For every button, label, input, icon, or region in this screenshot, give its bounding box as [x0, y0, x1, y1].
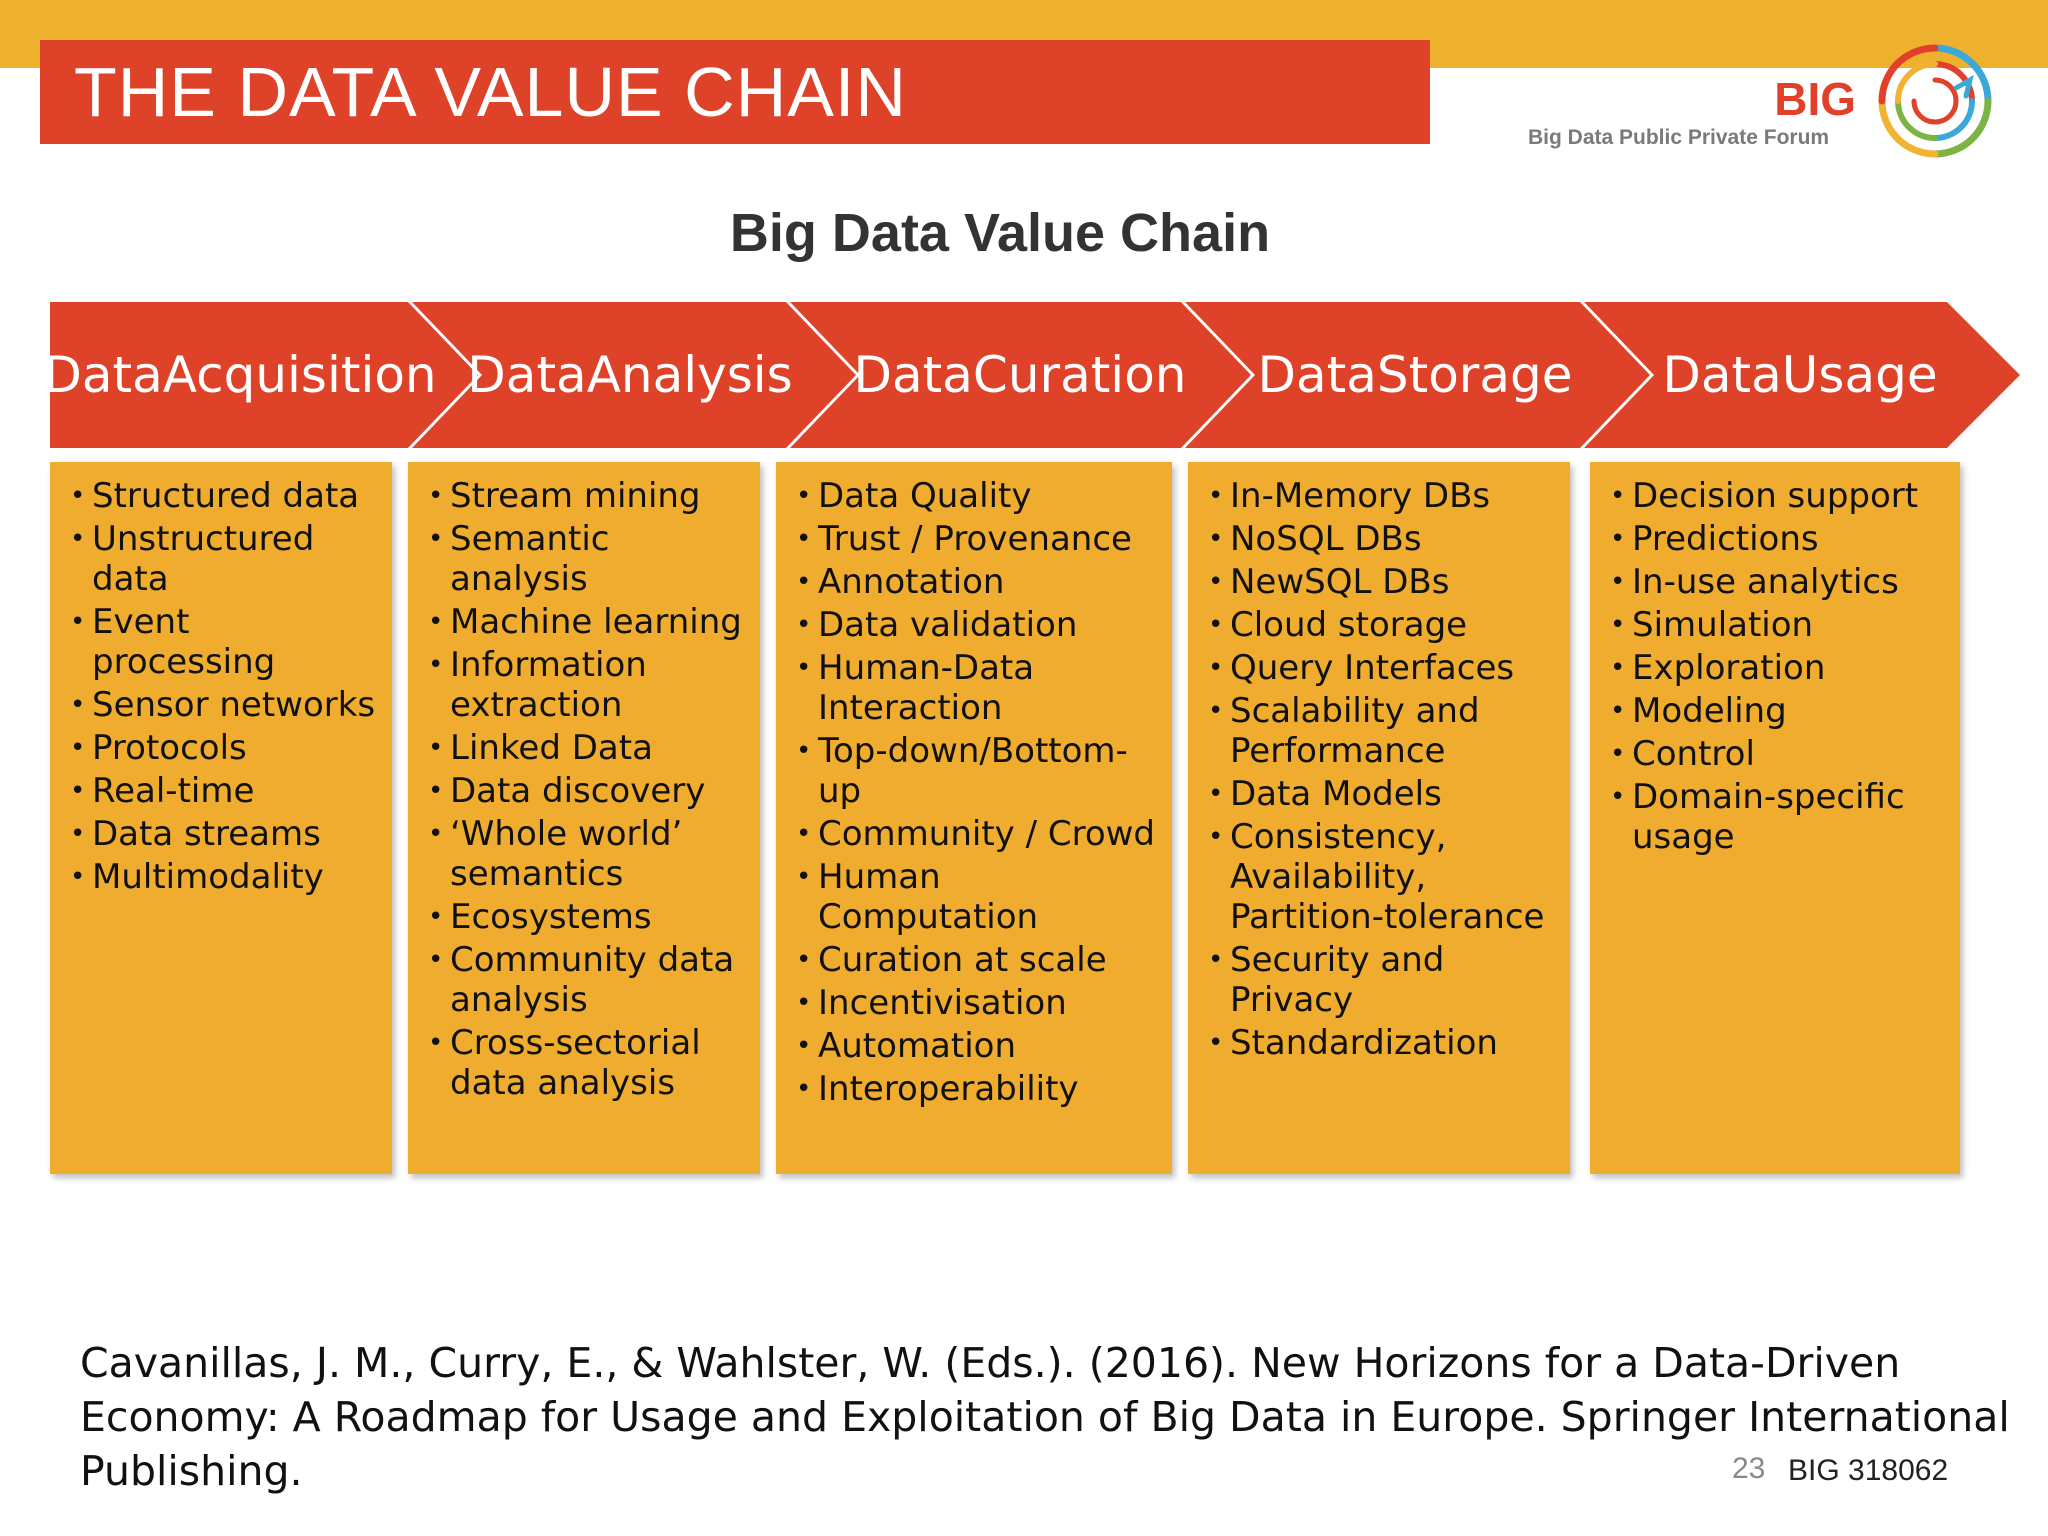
list-item: Unstructured data: [70, 519, 382, 599]
page-number: 23: [1732, 1452, 1766, 1485]
list-item: Community data analysis: [428, 940, 750, 1020]
list-item: Data validation: [796, 605, 1162, 645]
stage-box-curation: Data Quality Trust / Provenance Annotati…: [776, 462, 1172, 1174]
list-item: Cloud storage: [1208, 605, 1560, 645]
chevron-data-curation: [790, 302, 1251, 448]
list-item: Semantic analysis: [428, 519, 750, 599]
chevron-data-usage: [1584, 302, 2020, 448]
stage-box-acquisition: Structured data Unstructured data Event …: [50, 462, 392, 1174]
list-item: Protocols: [70, 728, 382, 768]
list-item: Cross-sectorial data analysis: [428, 1023, 750, 1103]
list-item: Sensor networks: [70, 685, 382, 725]
list-item: Stream mining: [428, 476, 750, 516]
list-item: Top-down/Bottom-up: [796, 731, 1162, 811]
list-item: Data Models: [1208, 774, 1560, 814]
list-item: Predictions: [1610, 519, 1950, 559]
stage-label-storage: Data Storage: [1257, 346, 1573, 404]
list-item: Multimodality: [70, 857, 382, 897]
list-item: Security and Privacy: [1208, 940, 1560, 1020]
stage-label-usage: Data Usage: [1662, 346, 1938, 404]
list-item: Modeling: [1610, 691, 1950, 731]
citation: Cavanillas, J. M., Curry, E., & Wahlster…: [80, 1339, 2010, 1495]
list-item: In-use analytics: [1610, 562, 1950, 602]
chevron-data-acquisition: [50, 302, 478, 448]
list-item: Information extraction: [428, 645, 750, 725]
slide-title: THE DATA VALUE CHAIN: [74, 53, 907, 131]
list-item: NoSQL DBs: [1208, 519, 1560, 559]
stage-label-curation: Data Curation: [853, 346, 1187, 404]
list-item: Data streams: [70, 814, 382, 854]
list-item: Interoperability: [796, 1069, 1162, 1109]
list-item: NewSQL DBs: [1208, 562, 1560, 602]
list-item: Event processing: [70, 602, 382, 682]
chevron-data-analysis: [412, 302, 856, 448]
stage-box-analysis: Stream mining Semantic analysis Machine …: [408, 462, 760, 1174]
list-item: Ecosystems: [428, 897, 750, 937]
list-item: Standardization: [1208, 1023, 1560, 1063]
list-item: Data discovery: [428, 771, 750, 811]
stage-label-acquisition: Data Acquisition: [43, 346, 437, 404]
list-item: Simulation: [1610, 605, 1950, 645]
list-item: ‘Whole world’ semantics: [428, 814, 750, 894]
stage-box-usage: Decision support Predictions In-use anal…: [1590, 462, 1960, 1174]
list-item: Human-Data Interaction: [796, 648, 1162, 728]
value-chain-arrows: [50, 302, 2020, 448]
list-item: Decision support: [1610, 476, 1950, 516]
title-bar: [40, 40, 1430, 144]
logo-subtitle: Big Data Public Private Forum: [1528, 126, 1830, 149]
list-item: Exploration: [1610, 648, 1950, 688]
list-item: Automation: [796, 1026, 1162, 1066]
stage-box-storage: In-Memory DBs NoSQL DBs NewSQL DBs Cloud…: [1188, 462, 1570, 1174]
list-item: Machine learning: [428, 602, 750, 642]
list-item: Domain-specific usage: [1610, 777, 1950, 857]
list-item: Control: [1610, 734, 1950, 774]
list-item: Curation at scale: [796, 940, 1162, 980]
list-item: Annotation: [796, 562, 1162, 602]
chevron-data-storage: [1185, 302, 1650, 448]
list-item: Human Computation: [796, 857, 1162, 937]
stage-label-analysis: Data Analysis: [467, 346, 793, 404]
list-item: Linked Data: [428, 728, 750, 768]
project-id: BIG 318062: [1788, 1454, 1949, 1487]
list-item: Community / Crowd: [796, 814, 1162, 854]
list-item: Query Interfaces: [1208, 648, 1560, 688]
list-item: In-Memory DBs: [1208, 476, 1560, 516]
list-item: Data Quality: [796, 476, 1162, 516]
list-item: Structured data: [70, 476, 382, 516]
chain-title: Big Data Value Chain: [729, 203, 1271, 263]
list-item: Incentivisation: [796, 983, 1162, 1023]
big-logo-icon: [1878, 44, 1992, 158]
list-item: Real-time: [70, 771, 382, 811]
list-item: Trust / Provenance: [796, 519, 1162, 559]
logo-text: BIG: [1774, 73, 1856, 125]
list-item: Consistency, Availability, Partition-tol…: [1208, 817, 1560, 937]
list-item: Scalability and Performance: [1208, 691, 1560, 771]
